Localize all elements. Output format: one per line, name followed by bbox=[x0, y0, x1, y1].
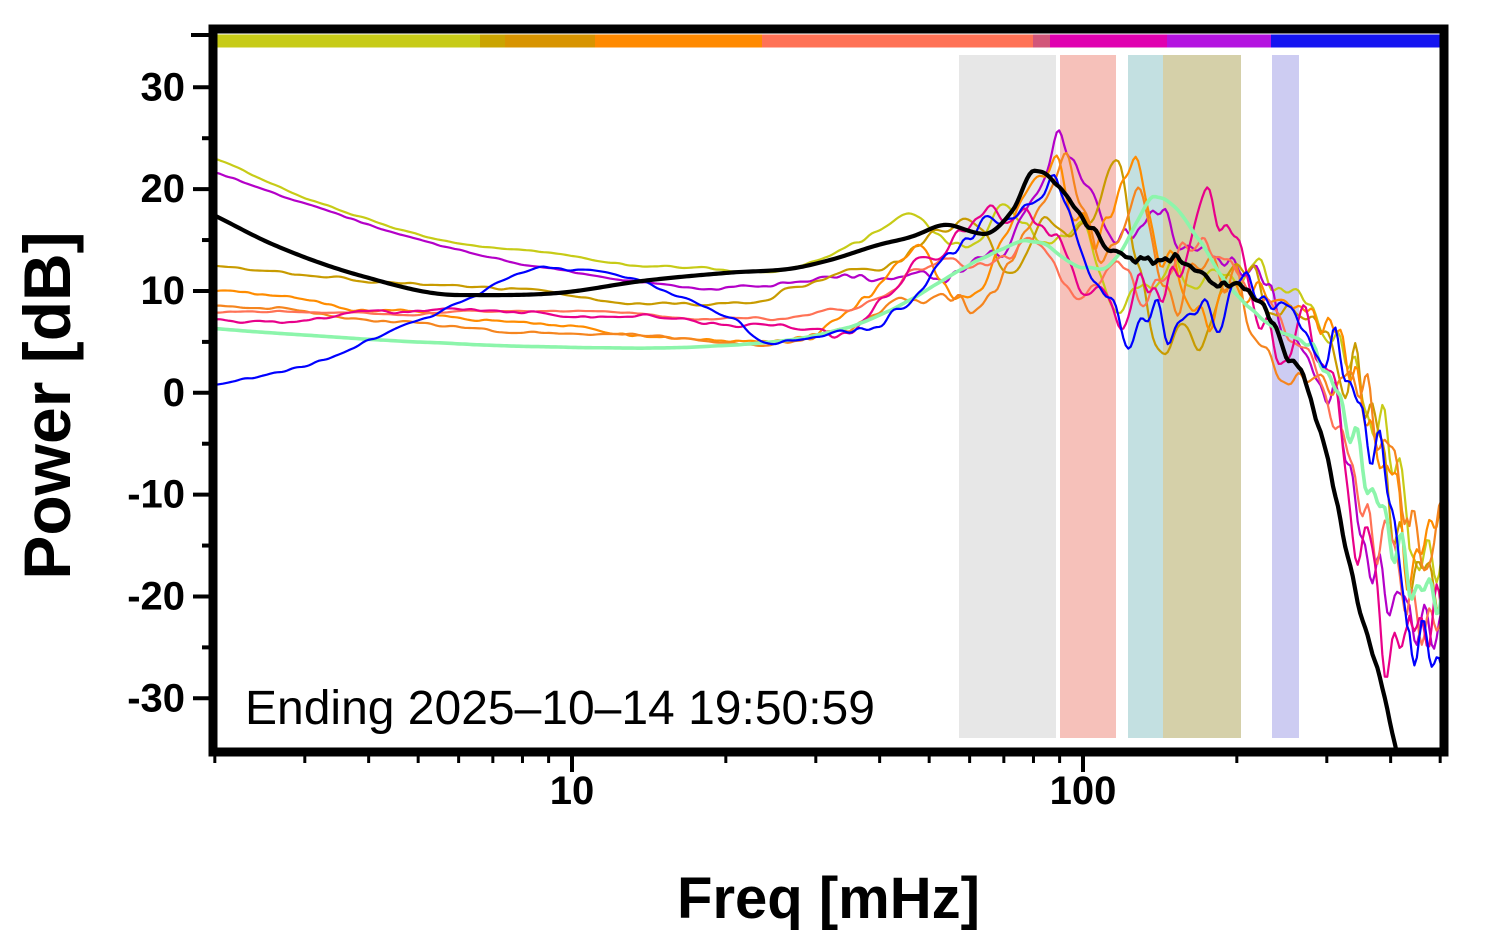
svg-text:Power [dB]: Power [dB] bbox=[10, 231, 84, 579]
svg-text:20: 20 bbox=[141, 167, 186, 211]
svg-text:-30: -30 bbox=[127, 676, 185, 720]
svg-text:-20: -20 bbox=[127, 574, 185, 618]
svg-text:Freq [mHz]: Freq [mHz] bbox=[677, 866, 980, 931]
svg-text:10: 10 bbox=[550, 769, 595, 813]
svg-text:100: 100 bbox=[1050, 769, 1117, 813]
svg-text:Ending 2025–10–14 19:50:59: Ending 2025–10–14 19:50:59 bbox=[245, 682, 875, 735]
svg-text:10: 10 bbox=[141, 269, 186, 313]
svg-text:30: 30 bbox=[141, 65, 186, 109]
svg-text:0: 0 bbox=[163, 371, 185, 415]
svg-text:-10: -10 bbox=[127, 473, 185, 517]
